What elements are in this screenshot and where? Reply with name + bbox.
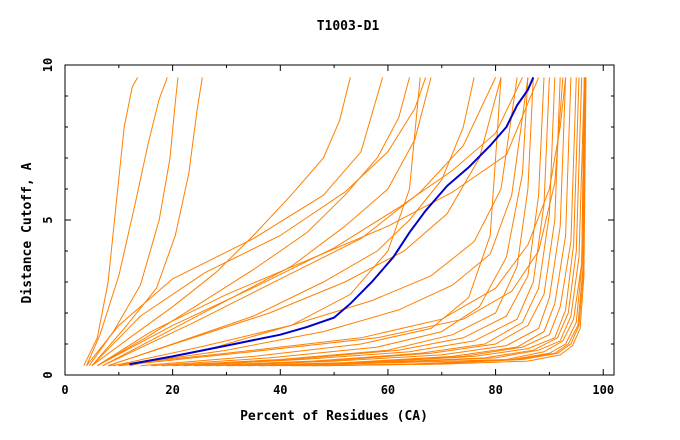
series-line-19 [204,77,561,367]
ticks: 0 20 40 60 80 100 0 5 10 [41,58,614,397]
series-line-1 [83,77,139,366]
x-tick-label-0: 0 [61,383,68,397]
x-tick-label-5: 100 [592,383,614,397]
series-line-36 [91,77,427,367]
series-line-33 [97,77,540,367]
series-line-37 [86,77,384,367]
series-line-30 [323,77,587,367]
highlight-series-line [129,77,535,366]
series-line-2 [86,77,168,366]
x-axis-title: Percent of Residues (CA) [240,409,428,424]
series-line-13 [140,77,502,367]
series-line-22 [237,77,577,367]
series-line-6 [97,77,410,367]
series-line-10 [113,77,518,367]
y-tick-label-1: 5 [41,216,55,223]
y-tick-label-0: 0 [41,371,55,378]
series-line-9 [107,77,502,367]
x-tick-label-1: 20 [165,383,179,397]
x-tick-label-4: 80 [488,383,502,397]
series-line-35 [102,77,497,367]
plot-lines [83,77,587,367]
series-line-14 [151,77,529,367]
y-tick-label-2: 10 [41,58,55,72]
series-line-20 [215,77,567,367]
series-line-34 [97,77,523,367]
chart-title: T1003-D1 [317,19,380,34]
series-line-25 [269,77,585,367]
x-tick-label-3: 60 [381,383,395,397]
series-line-5 [91,77,351,367]
series-line-4 [91,77,203,367]
series-line-8 [107,77,475,367]
series-line-26 [280,77,585,367]
series-line-17 [183,77,550,367]
series-line-21 [226,77,572,367]
series-line-16 [172,77,545,367]
series-line-11 [118,77,529,367]
series-line-32 [118,77,564,367]
series-line-29 [312,77,586,367]
series-line-7 [102,77,432,367]
y-axis-title: Distance Cutoff, A [20,162,35,303]
x-tick-label-2: 40 [273,383,287,397]
series-line-18 [194,77,556,367]
series-line-31 [108,77,567,367]
series-line-15 [161,77,534,367]
series-line-23 [247,77,580,367]
